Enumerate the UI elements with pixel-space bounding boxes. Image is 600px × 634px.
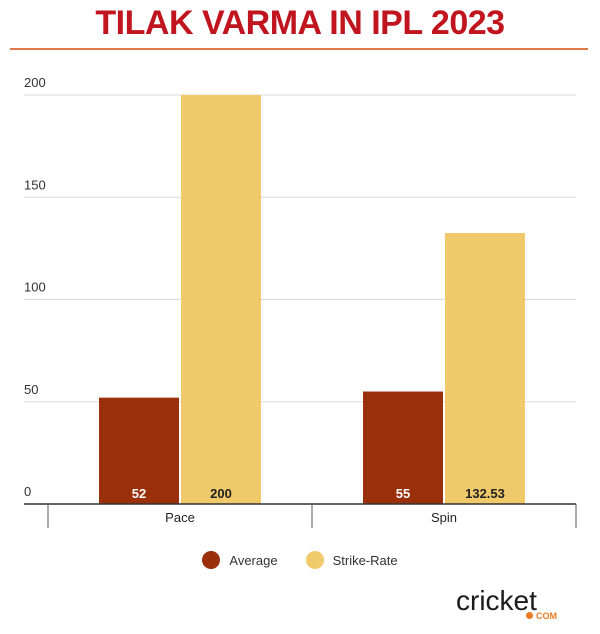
legend-item-strike-rate[interactable]: Strike-Rate xyxy=(305,551,398,569)
data-label: 132.53 xyxy=(465,486,505,501)
y-tick-label: 200 xyxy=(24,75,46,90)
bar-strike-rate xyxy=(445,232,525,505)
y-tick-label: 150 xyxy=(24,177,46,192)
cricket-com-logo: cricket COM xyxy=(456,585,572,625)
logo-suffix: COM xyxy=(536,611,557,621)
legend-item-average[interactable]: Average xyxy=(202,551,278,569)
data-label: 55 xyxy=(396,486,410,501)
legend-label-average: Average xyxy=(229,552,278,568)
data-label: 52 xyxy=(132,486,146,501)
bar-average xyxy=(99,397,179,504)
logo-dot-icon xyxy=(526,612,533,619)
data-label: 200 xyxy=(210,486,232,501)
x-category-label: Pace xyxy=(165,510,195,525)
x-category-label: Spin xyxy=(431,510,457,525)
legend-swatch-average xyxy=(202,551,221,569)
y-tick-label: 0 xyxy=(24,484,31,499)
y-tick-label: 50 xyxy=(24,382,38,397)
bar-average xyxy=(363,391,443,504)
bar-strike-rate xyxy=(181,95,261,504)
bar-chart: 0 50 100 150 200 52 200 Pace 55 132.53 Spin xyxy=(24,75,577,528)
chart-title: TILAK VARMA IN IPL 2023 xyxy=(95,4,505,42)
chart-legend: Average Strike-Rate xyxy=(0,551,600,569)
legend-label-strike-rate: Strike-Rate xyxy=(332,552,398,568)
y-tick-label: 100 xyxy=(24,280,46,295)
title-divider xyxy=(10,48,588,50)
logo-wordmark: cricket xyxy=(456,585,537,616)
legend-swatch-strike-rate xyxy=(305,551,324,569)
